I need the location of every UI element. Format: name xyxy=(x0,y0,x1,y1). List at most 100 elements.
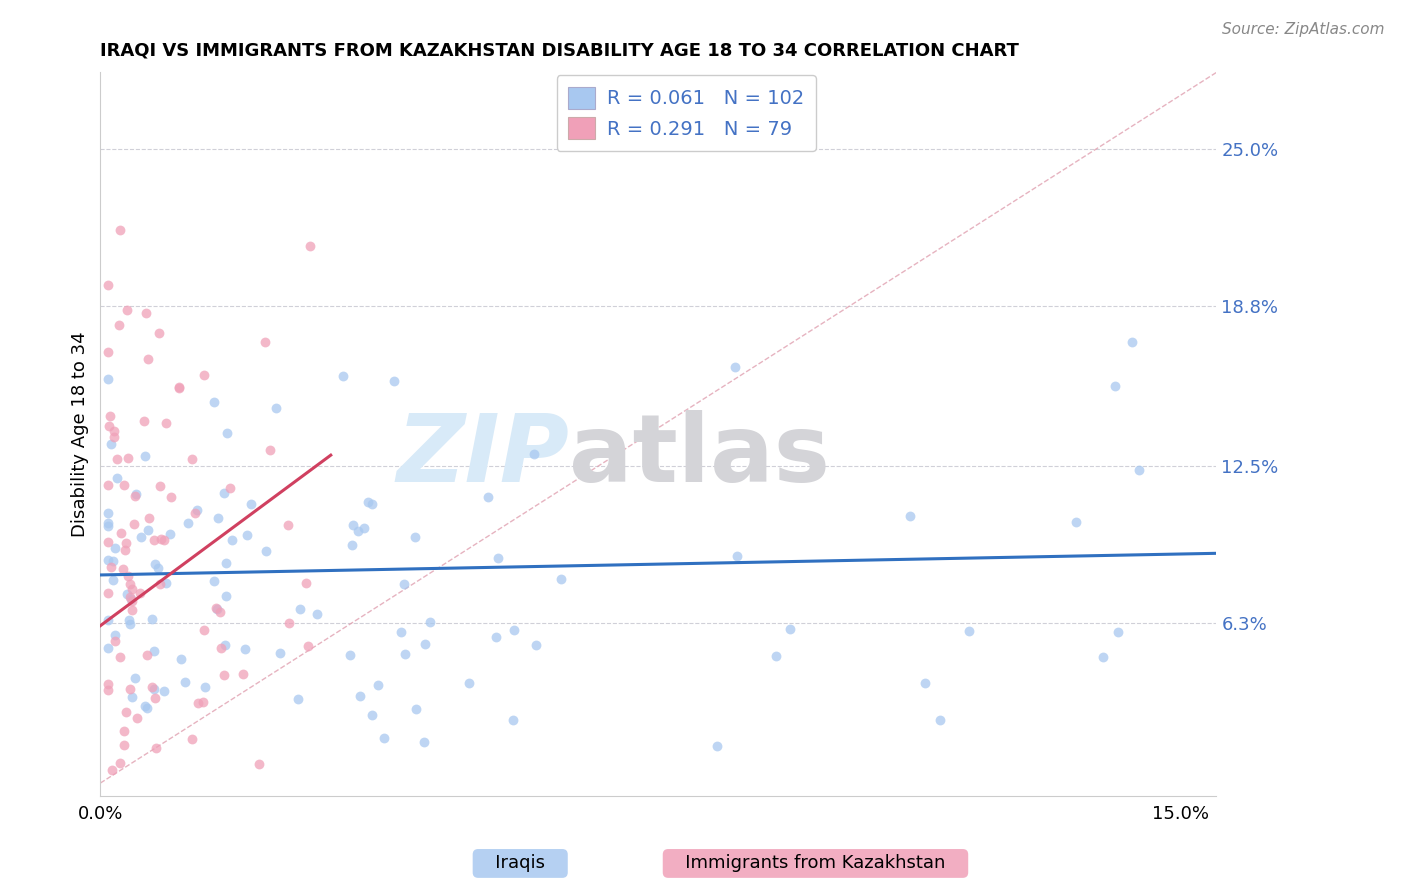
Point xyxy=(136,523,159,537)
Point xyxy=(278,615,301,630)
Point xyxy=(1064,515,1087,529)
Point xyxy=(177,516,200,530)
Point xyxy=(288,602,311,616)
Point xyxy=(101,574,124,588)
Point xyxy=(181,731,204,746)
Point xyxy=(367,678,389,692)
Point xyxy=(149,576,172,591)
Point xyxy=(339,648,361,663)
Text: Source: ZipAtlas.com: Source: ZipAtlas.com xyxy=(1222,22,1385,37)
Point xyxy=(96,277,118,292)
Point xyxy=(382,374,405,388)
Point xyxy=(486,550,509,565)
Text: ZIP: ZIP xyxy=(396,409,569,502)
Point xyxy=(112,738,135,752)
Point xyxy=(523,447,546,461)
Point xyxy=(205,601,228,615)
Point xyxy=(120,591,142,606)
Point xyxy=(97,506,120,520)
Point xyxy=(124,489,146,503)
Point xyxy=(259,442,281,457)
Point xyxy=(142,533,165,547)
Point xyxy=(340,538,363,552)
Point xyxy=(138,511,160,525)
Point xyxy=(724,359,747,374)
Point xyxy=(96,519,118,533)
Point xyxy=(115,586,138,600)
Point xyxy=(143,690,166,705)
Point xyxy=(103,430,125,444)
Point xyxy=(103,425,125,439)
Point xyxy=(485,631,508,645)
Point xyxy=(269,646,291,660)
Point xyxy=(212,486,235,500)
Point xyxy=(277,517,299,532)
Point xyxy=(104,634,127,648)
Point xyxy=(132,414,155,428)
Point xyxy=(357,495,380,509)
Point xyxy=(1107,625,1129,640)
Point xyxy=(115,536,138,550)
Point xyxy=(184,506,207,520)
Point xyxy=(118,617,141,632)
Point xyxy=(100,437,122,451)
Point xyxy=(122,517,145,532)
Point xyxy=(104,628,127,642)
Point xyxy=(353,521,375,535)
Point xyxy=(208,605,231,619)
Point xyxy=(1128,463,1150,477)
Point xyxy=(205,601,228,615)
Point xyxy=(104,541,127,556)
Point xyxy=(233,641,256,656)
Point xyxy=(150,532,173,546)
Point xyxy=(112,562,135,576)
Point xyxy=(100,764,122,778)
Point xyxy=(96,516,118,530)
Point xyxy=(153,683,176,698)
Point xyxy=(181,452,204,467)
Point xyxy=(167,381,190,395)
Point xyxy=(152,533,174,548)
Point xyxy=(108,318,131,332)
Point xyxy=(114,543,136,558)
Point xyxy=(209,641,232,656)
Point xyxy=(96,683,118,698)
Text: IRAQI VS IMMIGRANTS FROM KAZAKHSTAN DISABILITY AGE 18 TO 34 CORRELATION CHART: IRAQI VS IMMIGRANTS FROM KAZAKHSTAN DISA… xyxy=(100,42,1019,60)
Point xyxy=(194,680,217,694)
Point xyxy=(295,575,318,590)
Point xyxy=(143,644,166,658)
Point xyxy=(135,306,157,320)
Point xyxy=(159,490,181,504)
Point xyxy=(174,674,197,689)
Point xyxy=(247,757,270,772)
Point xyxy=(124,671,146,685)
Point xyxy=(141,611,163,625)
Point xyxy=(101,554,124,568)
Point xyxy=(115,705,138,719)
Point xyxy=(204,574,226,588)
Point xyxy=(96,613,118,627)
Point xyxy=(193,368,215,382)
Point xyxy=(112,478,135,492)
Point xyxy=(725,549,748,563)
Point xyxy=(117,451,139,466)
Point xyxy=(389,624,412,639)
Point xyxy=(235,527,257,541)
Point xyxy=(342,517,364,532)
Point xyxy=(361,497,384,511)
Point xyxy=(121,690,143,705)
Point xyxy=(96,535,118,549)
Point xyxy=(706,739,728,754)
Text: atlas: atlas xyxy=(569,409,830,502)
Point xyxy=(550,573,572,587)
Point xyxy=(191,695,214,709)
Point xyxy=(254,334,277,349)
Point xyxy=(928,713,950,727)
Point xyxy=(413,735,436,749)
Point xyxy=(155,576,177,591)
Point xyxy=(120,591,142,605)
Point xyxy=(118,614,141,628)
Point xyxy=(215,425,238,440)
Point xyxy=(105,452,128,467)
Point xyxy=(117,569,139,583)
